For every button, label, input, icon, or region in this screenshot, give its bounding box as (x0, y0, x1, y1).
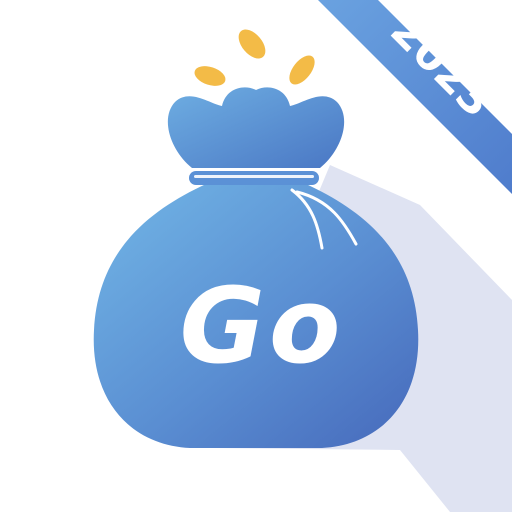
logo-text: Go (180, 265, 345, 387)
money-bag-icon (93, 87, 419, 448)
coin-icon (194, 29, 315, 86)
corner-ribbon (318, 0, 512, 194)
